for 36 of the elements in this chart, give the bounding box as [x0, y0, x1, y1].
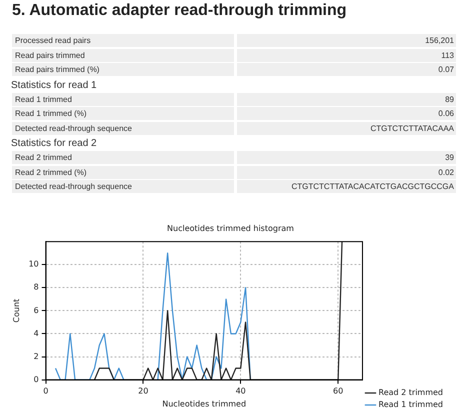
- x-axis-title: Nucleotides trimmed: [162, 399, 246, 408]
- y-tick-label: 10: [28, 260, 39, 269]
- text: CTGTCTCTTATACAAA: [237, 122, 456, 134]
- text: 0.07: [237, 63, 456, 76]
- legend-label: Read 2 trimmed: [378, 388, 444, 398]
- y-tick-label: 8: [34, 282, 39, 292]
- y-axis-title: Count: [12, 298, 21, 323]
- text: Statistics for read 2: [11, 137, 98, 151]
- text: 39: [237, 151, 456, 164]
- y-tick-label: 0: [34, 374, 39, 384]
- x-tick-label: 20: [138, 386, 148, 396]
- x-tick-label: 40: [236, 386, 246, 396]
- text: Read 2 trimmed (%): [12, 166, 234, 178]
- text: 0.06: [237, 107, 456, 120]
- text: Statistics for read 1: [11, 78, 98, 92]
- y-tick-label: 4: [34, 328, 39, 338]
- text: Read 1 trimmed: [12, 92, 234, 106]
- text: 0.02: [237, 166, 456, 178]
- text: 5. Automatic adapter read-through trimming: [12, 2, 348, 20]
- x-tick-label: 60: [333, 386, 344, 396]
- text: Detected read-through sequence: [12, 180, 234, 193]
- legend-label: Read 1 trimmed: [378, 400, 444, 410]
- y-tick-label: 2: [34, 352, 39, 361]
- text: 113: [237, 48, 456, 62]
- text: Detected read-through sequence: [12, 122, 234, 134]
- y-tick-label: 6: [34, 306, 39, 315]
- text: Read 1 trimmed (%): [12, 107, 234, 120]
- text: 156,201: [237, 34, 456, 47]
- text: Processed read pairs: [12, 34, 234, 47]
- text: 89: [237, 92, 456, 106]
- text: CTGTCTCTTATACACATCTGACGCTGCCGA: [237, 180, 456, 193]
- text: Read 2 trimmed: [12, 151, 234, 164]
- text: Read pairs trimmed: [12, 48, 234, 62]
- x-tick-label: 0: [43, 386, 48, 396]
- chart-title: Nucleotides trimmed histogram: [167, 224, 294, 233]
- text: Read pairs trimmed (%): [12, 63, 234, 76]
